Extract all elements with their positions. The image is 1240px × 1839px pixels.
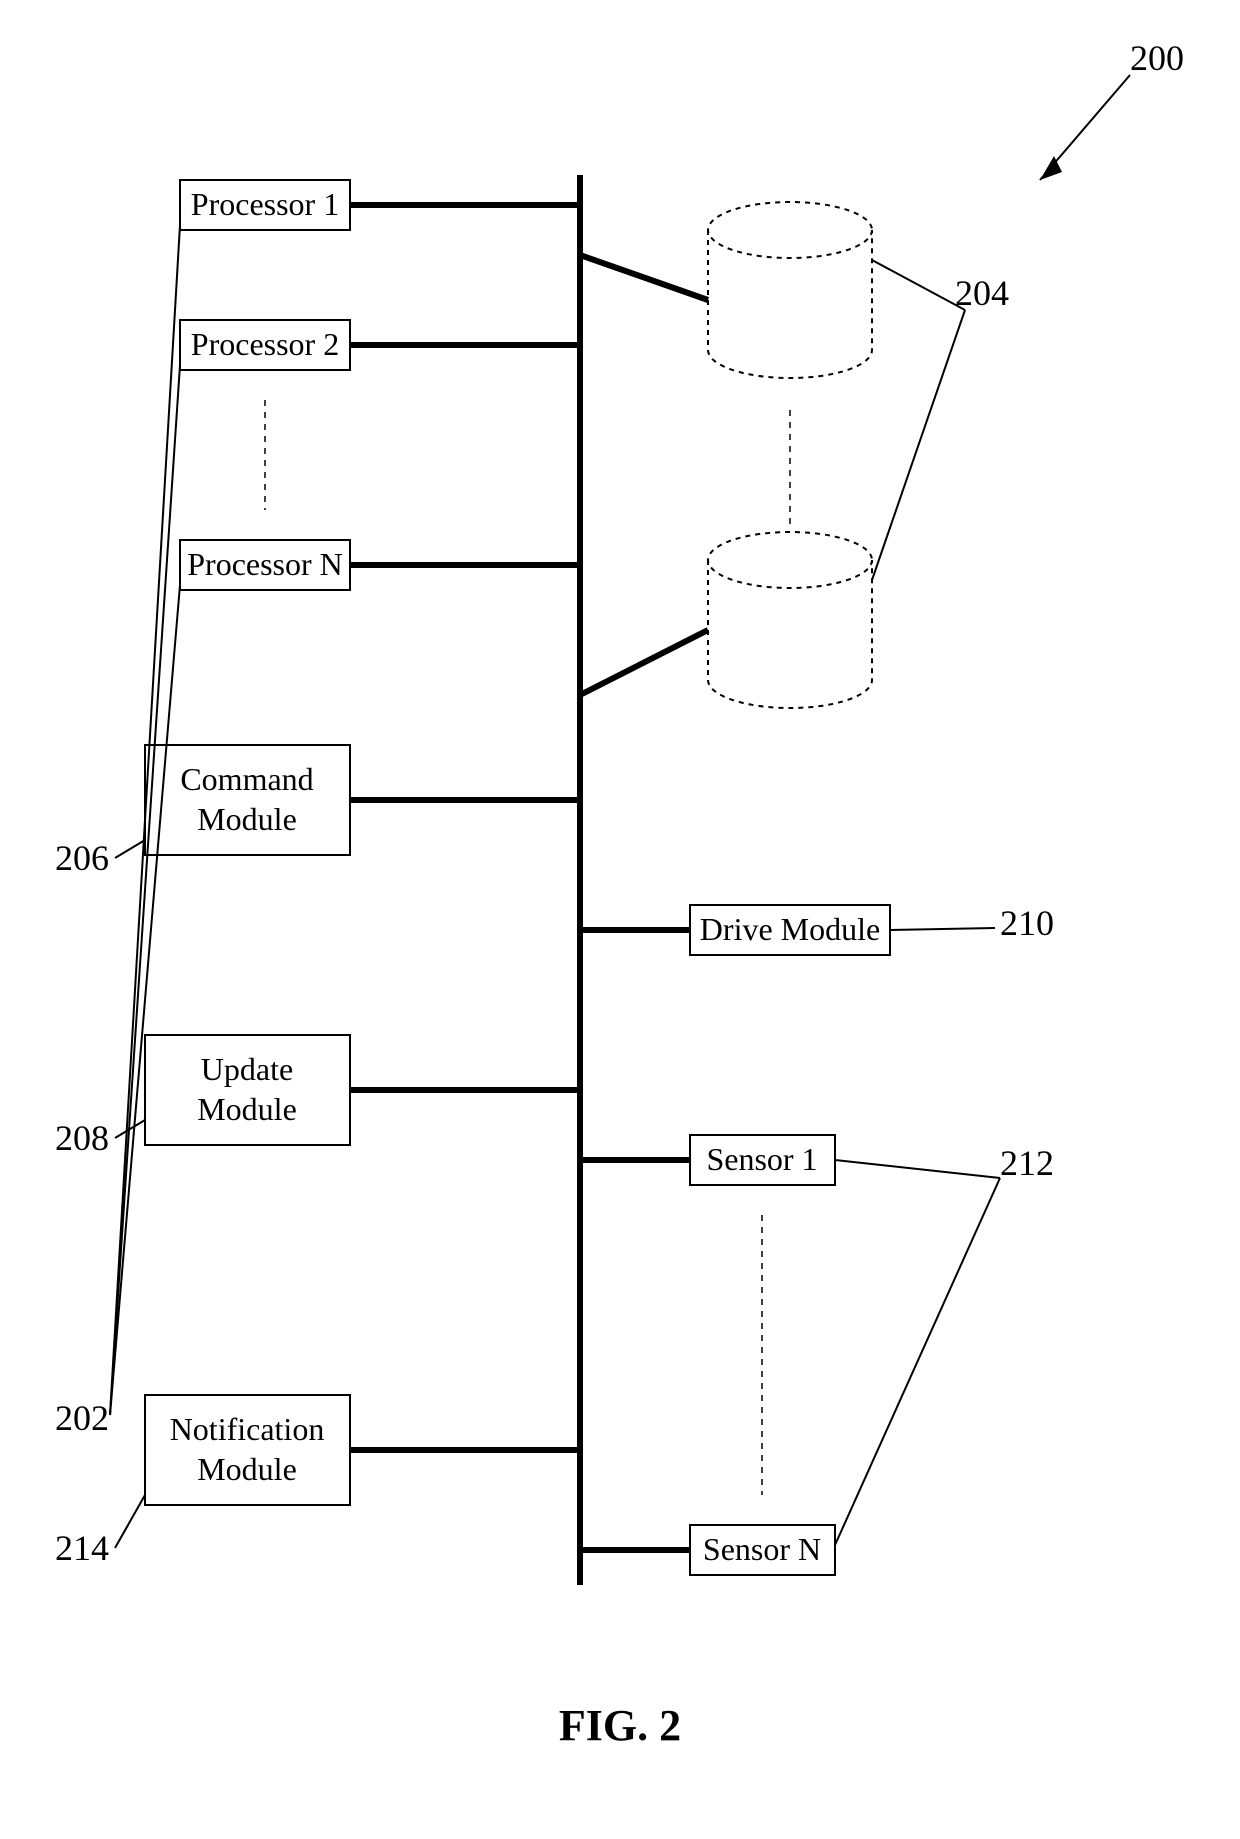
- command-module-label-2: Module: [197, 801, 297, 837]
- update-module-label-1: Update: [201, 1051, 293, 1087]
- ref-212: 212: [835, 1143, 1054, 1545]
- sensor-n-label: Sensor N: [703, 1531, 821, 1567]
- update-module-label-2: Module: [197, 1091, 297, 1127]
- ref-200-text: 200: [1130, 38, 1184, 78]
- processor-n-label: Processor N: [187, 546, 343, 582]
- processor-1-label: Processor 1: [191, 186, 339, 222]
- sensor-n-block: Sensor N: [580, 1525, 835, 1575]
- update-module-block: Update Module: [145, 1035, 580, 1145]
- ref-202-text: 202: [55, 1398, 109, 1438]
- ref-206-text: 206: [55, 838, 109, 878]
- notification-module-block: Notification Module: [145, 1395, 580, 1505]
- ref-204-text: 204: [955, 273, 1009, 313]
- notification-module-label-1: Notification: [170, 1411, 325, 1447]
- ref-212-text: 212: [1000, 1143, 1054, 1183]
- figure-caption: FIG. 2: [559, 1701, 681, 1750]
- processor-n-block: Processor N: [180, 540, 580, 590]
- processor-2-label: Processor 2: [191, 326, 339, 362]
- ref-214-text: 214: [55, 1528, 109, 1568]
- processor-1-block: Processor 1: [180, 180, 580, 230]
- ref-210: 210: [890, 903, 1054, 943]
- sensor-1-label: Sensor 1: [706, 1141, 817, 1177]
- processor-2-block: Processor 2: [180, 320, 580, 370]
- ref-210-text: 210: [1000, 903, 1054, 943]
- sensor-1-block: Sensor 1: [580, 1135, 835, 1185]
- ref-206: 206: [55, 838, 145, 878]
- drive-module-block: Drive Module: [580, 905, 890, 955]
- system-diagram: Processor 1 Processor 2 Processor N Comm…: [0, 0, 1240, 1839]
- command-module-block: Command Module: [145, 745, 580, 855]
- ref-200: 200: [1040, 38, 1184, 180]
- drive-module-label: Drive Module: [700, 911, 880, 947]
- storage-cylinder-top: [580, 202, 872, 378]
- storage-cylinder-bottom: [580, 532, 872, 708]
- notification-module-label-2: Module: [197, 1451, 297, 1487]
- ref-208-text: 208: [55, 1118, 109, 1158]
- ref-204: 204: [872, 260, 1009, 580]
- command-module-label-1: Command: [180, 761, 313, 797]
- ref-214: 214: [55, 1495, 145, 1568]
